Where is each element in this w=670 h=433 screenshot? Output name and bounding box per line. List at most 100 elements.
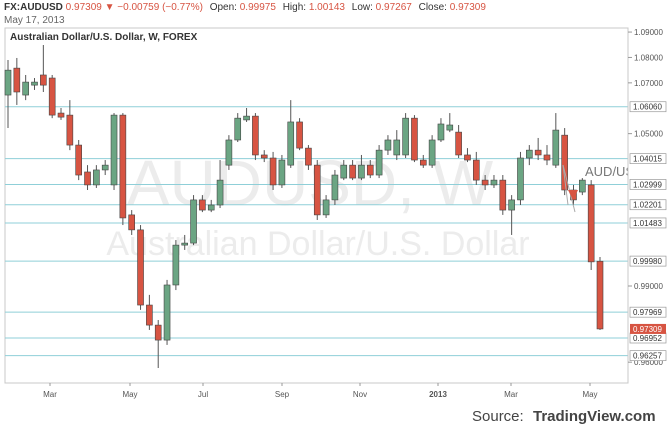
candle-body [296,121,303,149]
annotation-line [562,164,569,206]
candle-body [4,69,12,96]
source-name: TradingView.com [533,408,656,425]
candle-body [349,164,356,179]
candle-body [428,139,436,166]
level-label-box [629,306,667,318]
level-label: 0.99980 [633,257,662,266]
candle-body [57,112,65,118]
x-tick-label: Sep [275,390,290,399]
candle-body [207,204,215,211]
y-tick-label: 0.99000 [634,282,663,291]
candle-body [216,179,224,206]
candle-body [340,164,348,179]
level-label: 1.06060 [633,103,662,112]
candle-body [13,67,21,93]
candle-body [48,77,56,116]
candle-body [278,159,286,186]
candle-body [561,134,568,191]
low-value: 0.97267 [376,2,413,13]
level-label: 0.96952 [633,334,662,343]
low-label: Low: [352,2,373,13]
level-label: 1.02999 [633,180,662,189]
candle-body [455,131,462,156]
level-label-box [629,179,667,190]
candle-body [579,179,586,193]
change-pct: (−0.77%) [162,2,203,13]
candle-body [199,199,206,211]
x-tick-label: Jul [198,390,208,399]
candle-body [260,154,268,159]
date: May 17, 2013 [4,15,65,26]
candle-body [411,117,418,161]
x-tick-label: May [582,390,597,399]
x-tick-label: Mar [43,390,57,399]
candle-body [22,81,29,96]
candle-body [499,179,507,211]
candle-body [31,81,38,86]
candle-body [419,159,427,166]
header: FX:AUDUSD 0.97309 ▼ −0.00759 (−0.77%) Op… [4,2,486,13]
candle-body [331,174,339,201]
annotation-line [562,164,576,213]
candle-body [508,199,515,211]
candle-body [163,284,171,341]
annotation-arrow [568,190,578,200]
candle-body [234,117,242,141]
candle-body [93,169,100,186]
price-label-box [630,323,666,334]
level-label-box [629,101,667,113]
source-label: Source: [472,408,524,425]
arrow: ▼ [105,2,115,13]
change: −0.00759 [117,2,159,13]
level-label-box [629,217,667,229]
candle-body [552,129,560,166]
candle-body [84,171,91,186]
high-value: 1.00143 [309,2,346,13]
level-label-box [629,255,667,267]
x-tick-label: May [122,390,137,399]
candle-body [402,117,409,156]
candle-body [393,139,401,156]
price-label: 0.97309 [633,325,662,334]
marks [4,45,628,369]
level-label-box [629,153,667,164]
candle-body [137,229,144,306]
close-label: Close: [419,2,447,13]
candle-body [313,164,321,216]
level-label: 0.97969 [633,308,662,317]
candle-body [40,74,47,86]
candle-body [190,199,197,244]
candle-body [128,214,136,231]
symbol: FX:AUDUSD [4,2,63,13]
candle-body [526,149,533,159]
candle-body [252,115,259,156]
level-label: 1.01483 [633,219,662,228]
open-value: 0.99975 [240,2,277,13]
candle-body [358,164,365,179]
candle-body [172,244,180,286]
candle-body [375,149,383,176]
candle-body [287,121,295,166]
candle-body [464,154,471,161]
candle-body [587,184,595,263]
candle-body [110,114,118,186]
candle-body [181,242,189,246]
chart-title: Australian Dollar/U.S. Dollar, W, FOREX [10,32,198,43]
candle-body [119,114,127,219]
y-tick-label: 0.96000 [634,358,663,367]
y-tick-label: 1.09000 [634,28,663,37]
candle-body [269,157,277,186]
last: 0.97309 [66,2,103,13]
close-value: 0.97309 [450,2,487,13]
candle-body [366,164,374,176]
candle-body [472,159,480,181]
x-tick-label: 2013 [429,390,447,399]
candle-body [101,164,109,171]
candle-body [517,157,524,201]
candle-body [322,199,330,216]
candle-body [534,149,542,156]
axis-labels: 1.09000 1.08000 1.07000 1.05000 0.99000 0.960… [43,28,667,399]
high-label: High: [283,2,306,13]
